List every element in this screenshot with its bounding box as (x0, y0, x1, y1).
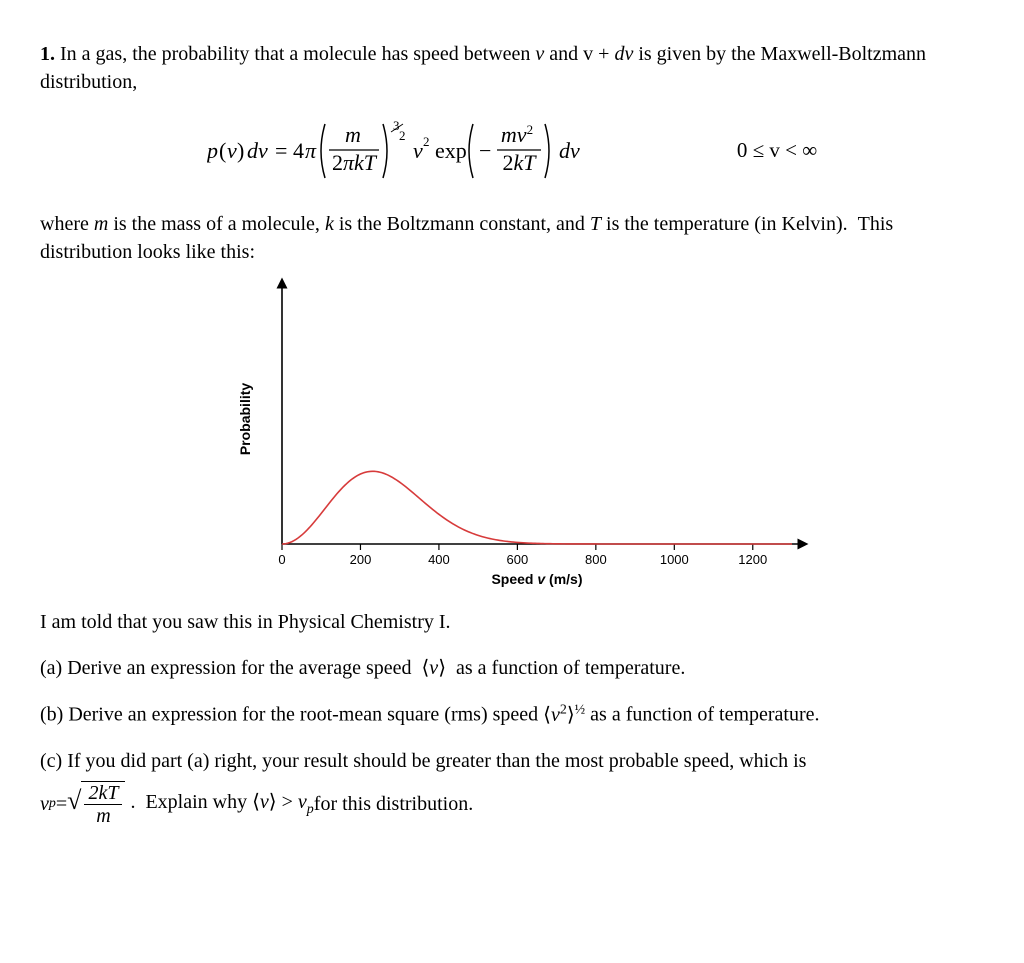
problem-number: 1. (40, 43, 55, 65)
eq-sign: = (56, 790, 67, 818)
svg-text:2: 2 (399, 128, 406, 143)
svg-text:=: = (275, 138, 287, 163)
vp-formula: √2kTm (67, 781, 125, 827)
svg-text:m: m (345, 122, 361, 147)
svg-text:−: − (479, 138, 491, 163)
maxwell-boltzmann-equation: p ( v ) dv = 4 π m 2πkT 3 2 v 2 exp (40, 116, 984, 186)
part-b-prefix: (b) Derive an expression for the root-me… (40, 704, 543, 726)
part-c-line1: (c) If you did part (a) right, your resu… (40, 747, 984, 775)
svg-text:4: 4 (293, 138, 304, 163)
part-b: (b) Derive an expression for the root-me… (40, 700, 984, 729)
part-c: (c) If you did part (a) right, your resu… (40, 747, 984, 827)
svg-text:dv: dv (559, 138, 580, 163)
intro-text: In a gas, the probability that a molecul… (40, 43, 926, 93)
part-c-tail: for this distribution. (314, 790, 473, 818)
svg-text:800: 800 (585, 552, 607, 567)
equation-domain: 0 ≤ v < ∞ (737, 136, 817, 165)
svg-text:1000: 1000 (660, 552, 689, 567)
svg-text:600: 600 (507, 552, 529, 567)
svg-text:v: v (413, 138, 423, 163)
svg-text:mv2: mv2 (501, 122, 533, 147)
svg-text:200: 200 (350, 552, 372, 567)
svg-text:2kT: 2kT (502, 150, 537, 175)
svg-text:Probability: Probability (237, 383, 253, 456)
intro-paragraph: 1. In a gas, the probability that a mole… (40, 40, 984, 96)
maxwell-boltzmann-chart: 0 200 400 600 800 1000 1200 Speed v (m/s) Probab… (40, 284, 984, 604)
after-chart-text: I am told that you saw this in Physical … (40, 608, 984, 636)
svg-text:2πkT: 2πkT (332, 150, 378, 175)
svg-text:): ) (237, 138, 244, 163)
svg-text:exp: exp (435, 138, 467, 163)
part-b-suffix: as a function of temperature. (590, 704, 819, 726)
svg-text:v: v (227, 138, 237, 163)
svg-text:400: 400 (428, 552, 450, 567)
svg-text:dv: dv (247, 138, 268, 163)
svg-text:0: 0 (278, 552, 285, 567)
svg-text:(: ( (219, 138, 226, 163)
part-c-explain: . Explain why ⟨v⟩ > vp (125, 788, 313, 820)
vp-lhs: v (40, 790, 49, 818)
svg-text:p: p (207, 138, 218, 163)
svg-text:2: 2 (423, 134, 430, 149)
svg-text:1200: 1200 (738, 552, 767, 567)
svg-text:Speed v (m/s): Speed v (m/s) (491, 571, 582, 587)
svg-text:π: π (305, 138, 317, 163)
definitions-paragraph: where m is the mass of a molecule, k is … (40, 210, 984, 266)
part-a: (a) Derive an expression for the average… (40, 654, 984, 682)
equation-svg: p ( v ) dv = 4 π m 2πkT 3 2 v 2 exp (207, 116, 677, 186)
chart-svg: 0 200 400 600 800 1000 1200 Speed v (m/s) Probab… (202, 284, 822, 604)
